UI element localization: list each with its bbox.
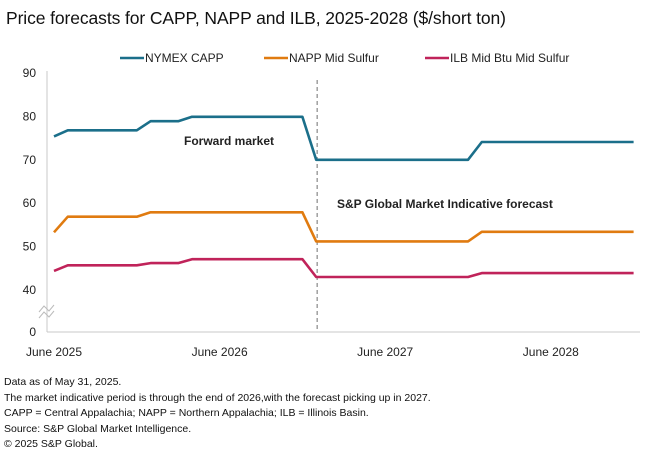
series-layer	[53, 115, 634, 279]
footnotes: Data as of May 31, 2025. The market indi…	[4, 375, 431, 453]
y-tick-label: 40	[23, 283, 37, 297]
x-tick-label: June 2025	[26, 345, 82, 359]
footnote-period: The market indicative period is through …	[4, 391, 431, 404]
series-line-nymex-capp	[53, 115, 634, 162]
y-tick-label: 70	[23, 153, 37, 167]
y-tick-label: 60	[23, 196, 37, 210]
x-tick-label: June 2027	[357, 345, 413, 359]
chart-title: Price forecasts for CAPP, NAPP and ILB, …	[6, 8, 506, 28]
annotation-indicative-forecast: S&P Global Market Indicative forecast	[337, 197, 553, 211]
legend-item: NYMEX CAPP	[120, 51, 224, 65]
annotation-layer: Forward market S&P Global Market Indicati…	[184, 134, 553, 211]
footnote-source: Source: S&P Global Market Intelligence.	[4, 422, 192, 435]
legend-item: ILB Mid Btu Mid Sulfur	[425, 51, 569, 65]
x-tick-label: June 2028	[523, 345, 579, 359]
line-chart: NYMEX CAPP NAPP Mid Sulfur ILB Mid Btu Mid…	[23, 51, 640, 359]
footnote-date: Data as of May 31, 2025.	[4, 376, 122, 388]
axis-break-line	[38, 304, 55, 313]
footnote-copyright: © 2025 S&P Global.	[4, 438, 98, 450]
y-tick-label: 50	[23, 240, 37, 254]
axis-break-icon	[38, 304, 55, 319]
series-line-napp-mid-sulfur	[53, 211, 634, 243]
footnote-abbreviations: CAPP = Central Appalachia; NAPP = Northe…	[4, 407, 369, 419]
legend-item: NAPP Mid Sulfur	[264, 51, 379, 65]
y-tick-label: 80	[23, 109, 37, 123]
series-line-ilb-mid-btu-mid-sulfur	[53, 257, 634, 279]
legend-label: NYMEX CAPP	[145, 51, 224, 65]
x-tick-label: June 2026	[192, 345, 248, 359]
legend-label: ILB Mid Btu Mid Sulfur	[450, 51, 569, 65]
axes: 0 40 50 60 70 80 90 June 2025 June 2026 June 2027…	[23, 66, 640, 359]
legend: NYMEX CAPP NAPP Mid Sulfur ILB Mid Btu Mid…	[120, 51, 569, 65]
y-tick-label: 90	[23, 66, 37, 80]
axis-break-line	[38, 310, 55, 319]
annotation-forward-market: Forward market	[184, 134, 274, 148]
legend-label: NAPP Mid Sulfur	[289, 51, 379, 65]
y-tick-label: 0	[29, 325, 36, 339]
